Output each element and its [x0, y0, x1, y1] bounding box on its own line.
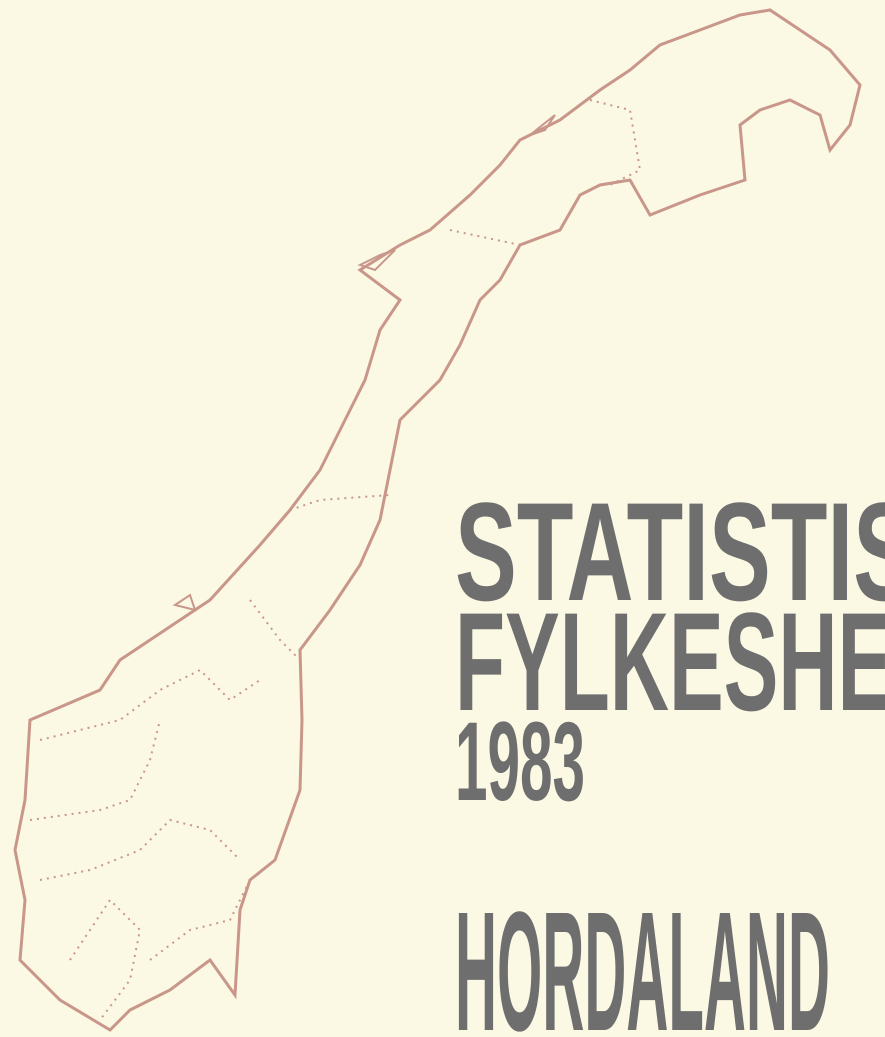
- year: 1983: [455, 699, 585, 824]
- page: STATISTIS FYLKESHEI 1983 HORDALAND (() =…: [0, 0, 885, 1037]
- county: HORDALAND: [455, 877, 830, 1037]
- cover: STATISTIS FYLKESHEI 1983 HORDALAND: [0, 0, 885, 1037]
